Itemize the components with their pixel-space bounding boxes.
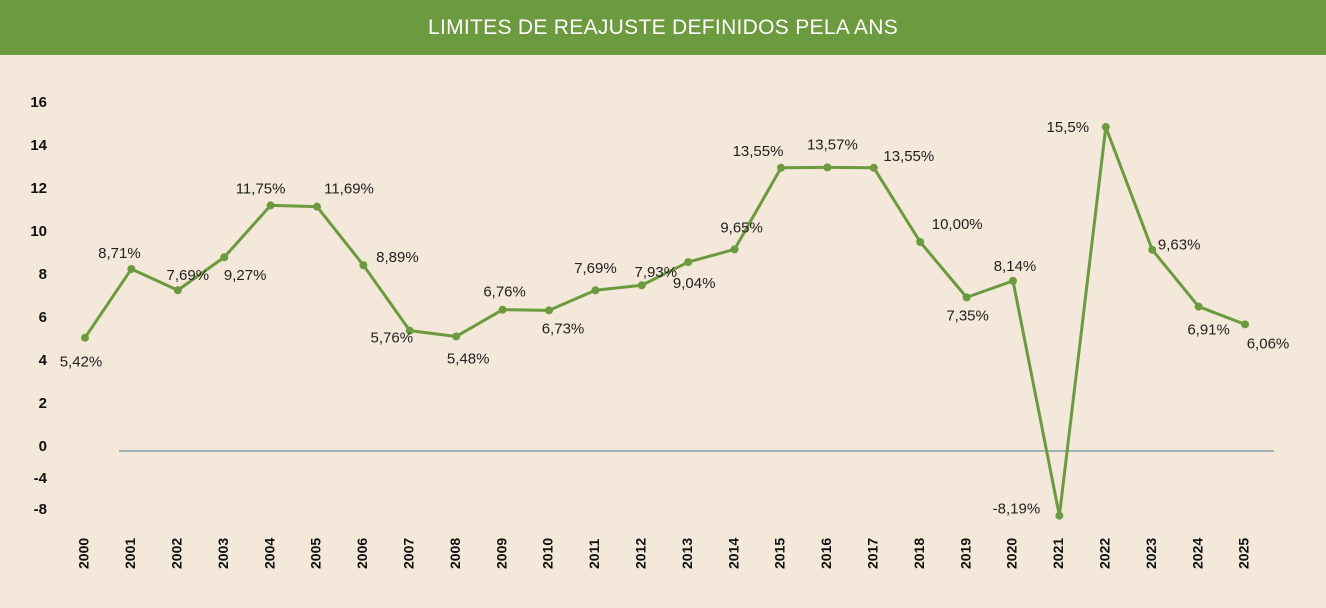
data-point [591, 286, 600, 295]
data-label: 5,42% [60, 354, 103, 371]
data-point [637, 281, 646, 290]
y-tick-label: 2 [39, 395, 47, 412]
data-label: 11,75% [236, 180, 286, 197]
y-tick-label: 12 [30, 180, 47, 197]
data-label: 7,35% [946, 307, 989, 324]
data-point [1194, 302, 1203, 311]
x-tick-label: 2001 [122, 538, 138, 569]
x-tick-label: 2016 [818, 538, 834, 569]
data-point [730, 245, 739, 254]
x-tick-label: 2006 [354, 538, 370, 569]
x-tick-label: 2002 [169, 538, 185, 569]
data-point [452, 332, 461, 341]
x-tick-label: 2009 [493, 538, 509, 569]
data-label: 6,06% [1247, 335, 1290, 352]
x-tick-label: 2008 [447, 538, 463, 569]
x-tick-label: 2018 [911, 538, 927, 569]
x-tick-label: 2017 [865, 538, 881, 569]
data-point [173, 286, 182, 295]
data-point [823, 163, 832, 172]
data-point [266, 201, 275, 210]
data-point [1148, 245, 1157, 254]
x-tick-label: 2007 [401, 538, 417, 569]
y-tick-label: 10 [30, 223, 47, 240]
data-label: 13,55% [733, 143, 784, 160]
data-label: 15,5% [1047, 119, 1090, 136]
data-point [359, 261, 368, 270]
data-label: 7,93% [635, 264, 678, 281]
data-label: 7,69% [574, 260, 617, 277]
data-label: -8,19% [993, 501, 1041, 518]
data-point [498, 305, 507, 314]
data-label: 9,27% [224, 267, 267, 284]
data-point [220, 253, 229, 262]
x-tick-label: 2000 [76, 538, 92, 569]
y-tick-label: -8 [34, 501, 47, 518]
series-line [83, 125, 1246, 518]
x-tick-label: 2020 [1004, 538, 1020, 569]
data-point [545, 306, 553, 315]
data-point [777, 163, 785, 172]
data-point [1241, 320, 1249, 329]
data-label: 6,76% [483, 284, 526, 301]
data-label: 8,89% [376, 249, 419, 266]
data-label: 5,48% [447, 350, 490, 367]
x-tick-label: 2004 [261, 538, 277, 569]
x-tick-label: 2015 [772, 538, 788, 569]
x-tick-label: 2003 [215, 538, 231, 569]
data-label: 10,00% [932, 216, 983, 233]
data-point [962, 293, 971, 302]
data-point [405, 326, 414, 335]
y-tick-label: 6 [39, 309, 47, 326]
data-point [127, 264, 136, 273]
chart-header: LIMITES DE REAJUSTE DEFINIDOS PELA ANS [0, 0, 1326, 55]
data-label: 9,65% [720, 219, 763, 236]
y-tick-label: 0 [39, 438, 47, 455]
data-label: 6,73% [542, 320, 585, 337]
data-point [916, 238, 925, 246]
x-tick-label: 2005 [308, 538, 324, 569]
y-tick-label: 14 [30, 137, 47, 154]
x-tick-label: 2024 [1189, 538, 1205, 569]
data-label: 7,69% [167, 267, 210, 284]
x-tick-label: 2010 [540, 538, 556, 569]
data-point [313, 202, 321, 211]
data-point [869, 163, 878, 172]
data-point [1009, 276, 1017, 285]
x-tick-label: 2023 [1143, 538, 1159, 569]
y-tick-label: 4 [39, 352, 48, 369]
data-point [1101, 123, 1110, 132]
data-point [1055, 511, 1064, 520]
x-tick-label: 2012 [633, 538, 649, 569]
data-label: 8,71% [98, 245, 141, 262]
x-tick-label: 2011 [586, 538, 602, 569]
data-label: 8,14% [994, 258, 1037, 275]
data-label: 13,57% [807, 136, 858, 153]
data-label: 5,76% [371, 330, 414, 347]
x-tick-label: 2019 [957, 538, 973, 569]
data-point [81, 333, 89, 342]
data-label: 11,69% [324, 181, 374, 198]
x-tick-label: 2025 [1236, 538, 1252, 569]
chart-title: LIMITES DE REAJUSTE DEFINIDOS PELA ANS [427, 15, 899, 39]
x-tick-label: 2021 [1050, 538, 1066, 569]
data-point [684, 258, 693, 267]
y-tick-label: 8 [39, 266, 47, 283]
y-tick-label: 16 [30, 94, 47, 111]
x-tick-label: 2014 [725, 538, 741, 569]
x-tick-label: 2013 [679, 538, 695, 569]
data-label: 13,55% [883, 148, 934, 165]
data-label: 9,04% [673, 275, 716, 292]
y-tick-label: -4 [34, 470, 48, 487]
x-tick-label: 2022 [1097, 538, 1113, 569]
data-label: 9,63% [1158, 237, 1201, 254]
data-label: 6,91% [1187, 322, 1230, 339]
